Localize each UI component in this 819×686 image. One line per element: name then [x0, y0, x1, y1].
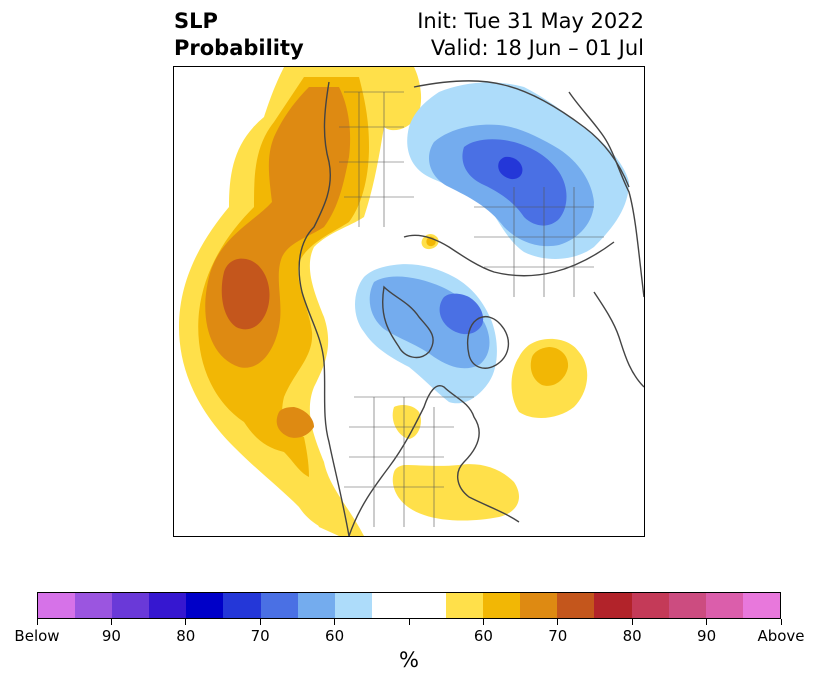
- colorbar-tick: [631, 619, 633, 625]
- colorbar-segment: [297, 593, 335, 618]
- colorbar-segment: [742, 593, 780, 618]
- colorbar-tick-label: 90: [697, 627, 717, 645]
- colorbar-tick-label: Above: [757, 627, 805, 645]
- above-gold-atlantic: [530, 347, 569, 386]
- colorbar-tick: [706, 619, 708, 625]
- below-darkblue-siberia: [498, 156, 523, 180]
- colorbar-tick: [557, 619, 559, 625]
- colorbar-tick-label: 70: [548, 627, 568, 645]
- above-yellow-eastna: [392, 464, 519, 521]
- colorbar-tick: [259, 619, 261, 625]
- colorbar-segment: [446, 593, 484, 618]
- map-dates: Init: Tue 31 May 2022 Valid: 18 Jun – 01…: [417, 8, 644, 62]
- colorbar-segment: [260, 593, 298, 618]
- colorbar-tick-label: 60: [325, 627, 345, 645]
- colorbar-segment: [75, 593, 113, 618]
- colorbar-segment: [705, 593, 743, 618]
- colorbar-segment: [668, 593, 706, 618]
- colorbar-tick: [110, 619, 112, 625]
- colorbar-tick-label: Below: [14, 627, 60, 645]
- colorbar-segment: [408, 593, 447, 618]
- colorbar-segment: [112, 593, 150, 618]
- above-orange-east-pacific: [276, 407, 314, 438]
- colorbar-segment: [631, 593, 669, 618]
- colorbar-segment: [334, 593, 372, 618]
- title-variable: SLP: [174, 9, 218, 33]
- colorbar-segment: [223, 593, 261, 618]
- colorbar-segment: [371, 593, 409, 618]
- colorbar-tick: [185, 619, 187, 625]
- above-dark-orange-pacific: [221, 258, 270, 330]
- colorbar-segment: [557, 593, 595, 618]
- colorbar-tick-label: 80: [176, 627, 196, 645]
- colorbar-segment: [483, 593, 521, 618]
- below-blue-siberia: [462, 139, 567, 226]
- colorbar-unit: %: [399, 648, 419, 672]
- above-yellow-bc: [308, 462, 349, 536]
- colorbar-tick: [334, 619, 336, 625]
- colorbar-tick: [482, 619, 484, 625]
- colorbar: [37, 592, 781, 619]
- colorbar-segment: [594, 593, 632, 618]
- map-title: SLP Probability: [174, 8, 304, 62]
- above-yellow-top: [375, 67, 422, 131]
- above-yellow-hudson: [392, 404, 421, 439]
- init-date: Init: Tue 31 May 2022: [417, 9, 644, 33]
- colorbar-tick-label: 90: [101, 627, 121, 645]
- colorbar-segment: [520, 593, 558, 618]
- map-svg: [179, 67, 644, 536]
- colorbar-tick-label: 60: [473, 627, 493, 645]
- colorbar-segment: [186, 593, 224, 618]
- colorbar-tick-label: 70: [250, 627, 270, 645]
- valid-range: Valid: 18 Jun – 01 Jul: [430, 36, 644, 60]
- colorbar-tick-label: 80: [622, 627, 642, 645]
- colorbar-tick: [36, 619, 38, 625]
- colorbar-segment: [149, 593, 187, 618]
- title-probability: Probability: [174, 36, 304, 60]
- political-borders: [339, 91, 604, 527]
- colorbar-tick: [408, 619, 410, 625]
- colorbar-segment: [38, 593, 76, 618]
- probability-map: [173, 66, 645, 537]
- colorbar-tick: [780, 619, 782, 625]
